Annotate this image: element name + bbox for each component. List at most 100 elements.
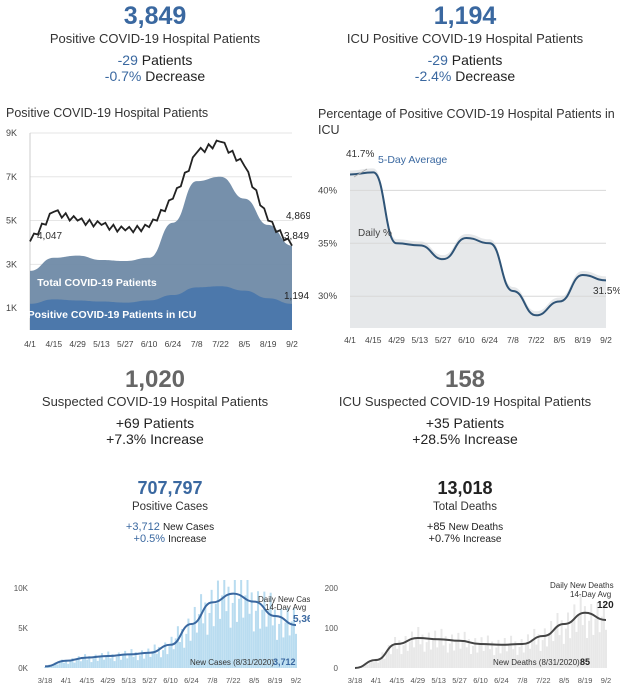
c3-daily-bar (130, 649, 133, 668)
c3-daily-bar (214, 603, 217, 668)
c4-daily-bar (455, 641, 458, 668)
kpi-deaths-chg-word: Increase (463, 534, 502, 545)
c3-daily-bar (162, 650, 165, 668)
c3-daily-bar (75, 659, 78, 668)
c3-daily-bar (276, 639, 279, 668)
c3-daily-bar (94, 654, 97, 668)
c3-daily-bar (119, 659, 122, 668)
c4-daily-bar (391, 646, 394, 668)
c4-daily-bar (375, 658, 378, 668)
c3-daily-bar (143, 658, 146, 668)
c4-daily-bar (562, 643, 565, 668)
c3-daily-bar (250, 592, 253, 668)
c3-daily-bar (197, 614, 200, 668)
c4-daily-bar (598, 632, 601, 668)
c3-daily-bar (88, 656, 91, 668)
c3-daily-bar (71, 658, 74, 668)
c4-daily-bar (541, 640, 544, 668)
c3-y-tick: 5K (18, 624, 28, 633)
chart1-label-start: 4,047 (37, 231, 62, 242)
c3-daily-bar (261, 609, 264, 668)
c4-daily-bar (398, 640, 401, 668)
c4-daily-bar (432, 640, 435, 668)
c3-daily-bar (271, 625, 274, 668)
kpi-positive-chg-num: -29 (117, 52, 138, 68)
c3-daily-bar (122, 655, 125, 668)
c4-daily-bar (516, 654, 519, 668)
c3-daily-bar (44, 667, 46, 668)
c3-daily-bar (290, 621, 293, 668)
chart1-label-mid: 4,869 (286, 211, 310, 222)
c3-daily-bar (86, 659, 89, 668)
c4-daily-bar (575, 631, 578, 668)
kpi-deaths-value: 13,018 (437, 478, 493, 498)
chart1-x-tick: 4/29 (69, 339, 86, 349)
kpi-icu-suspected-chg-pct: +28.5% (412, 431, 461, 447)
c3-daily-bar (132, 656, 135, 668)
kpi-icu-value: 1,194 (433, 2, 497, 30)
c4-daily-bar (520, 639, 523, 668)
c4-daily-bar (402, 645, 405, 668)
chart1-y-tick: 5K (6, 216, 17, 226)
c3-daily-bar (227, 586, 230, 668)
c3-daily-bar (181, 629, 184, 668)
c4-daily-bar (410, 631, 413, 668)
c4-daily-bar (476, 652, 479, 668)
c3-daily-bar (65, 659, 68, 668)
chart2-x-tick: 4/1 (344, 335, 356, 345)
c4-daily-bar (524, 643, 527, 668)
c4-daily-bar (539, 650, 542, 668)
chart3-positive-cases: 0K 5K 10K 3/18 4/1 4/15 4/29 5/13 5/27 6/10 6/24 7… (14, 580, 310, 685)
kpi-cases-chg-word: Increase (168, 534, 207, 545)
cases-avg-line (44, 592, 297, 668)
c4-daily-bar (567, 612, 570, 668)
c3-daily-bar (202, 623, 205, 668)
chart2-x-tick: 6/10 (458, 335, 475, 345)
c3-daily-bar (92, 658, 95, 668)
c3-daily-bar (60, 659, 63, 668)
kpi-suspected-label: Suspected COVID-19 Hospital Patients (41, 394, 269, 409)
c3-daily-bar (56, 664, 59, 668)
c4-daily-bar (499, 653, 502, 668)
c4-daily-bar (434, 630, 437, 668)
chart1-y-tick: 9K (6, 128, 17, 138)
chart2-x-tick: 9/2 (600, 335, 612, 345)
c3-x-tick: 8/19 (268, 676, 283, 685)
c3-daily-bar (138, 655, 141, 668)
c3-y-tick: 10K (14, 584, 29, 593)
chart1-x-tick: 5/13 (93, 339, 110, 349)
kpi-suspected-chg-pct: +7.3% (106, 431, 147, 447)
chart1-x-tick: 7/22 (212, 339, 229, 349)
chart3-note-label: New Cases (8/31/2020): (190, 658, 276, 667)
c4-daily-bar (472, 645, 475, 668)
chart1-x-tick: 4/15 (46, 339, 63, 349)
kpi-icu-suspected-chg-word: Increase (464, 431, 518, 447)
c4-daily-bar (512, 649, 515, 668)
c4-daily-bar (368, 662, 371, 668)
c4-daily-bar (423, 651, 426, 668)
chart1-x-tick: 9/2 (286, 339, 298, 349)
kpi-icu-suspected-pct: +28.5% Increase (310, 431, 620, 447)
c4-daily-bar (529, 648, 532, 668)
kpi-icu-suspected-chg-num: +35 (425, 415, 450, 431)
chart2-icu-percentage: 30% 35% 40% 4/1 4/15 4/29 5/13 5/27 6/10 6/24 7/8… (318, 149, 620, 345)
c3-daily-bar (147, 648, 150, 668)
c4-x-tick: 5/13 (431, 676, 446, 685)
chart3-note-value: 3,712 (273, 657, 296, 667)
c3-x-tick: 3/18 (38, 676, 53, 685)
c4-daily-bar (522, 652, 525, 668)
c4-daily-bar (478, 644, 481, 668)
positive-patients-line (29, 139, 293, 247)
c3-daily-bar (240, 580, 243, 668)
c4-daily-bar (588, 620, 591, 668)
c3-daily-bar (124, 650, 127, 668)
c4-daily-bar (480, 637, 483, 668)
kpi-cases-pct: +0.5% Increase (25, 533, 315, 545)
c3-daily-bar (195, 632, 198, 668)
kpi-icu-change: -29 Patients (310, 52, 620, 68)
c3-daily-bar (208, 612, 211, 668)
c4-daily-bar (594, 618, 597, 668)
c4-x-tick: 9/2 (601, 676, 611, 685)
kpi-icu-suspected-label: ICU Suspected COVID-19 Hospital Patients (338, 394, 592, 409)
c3-y-tick: 0K (18, 664, 28, 673)
